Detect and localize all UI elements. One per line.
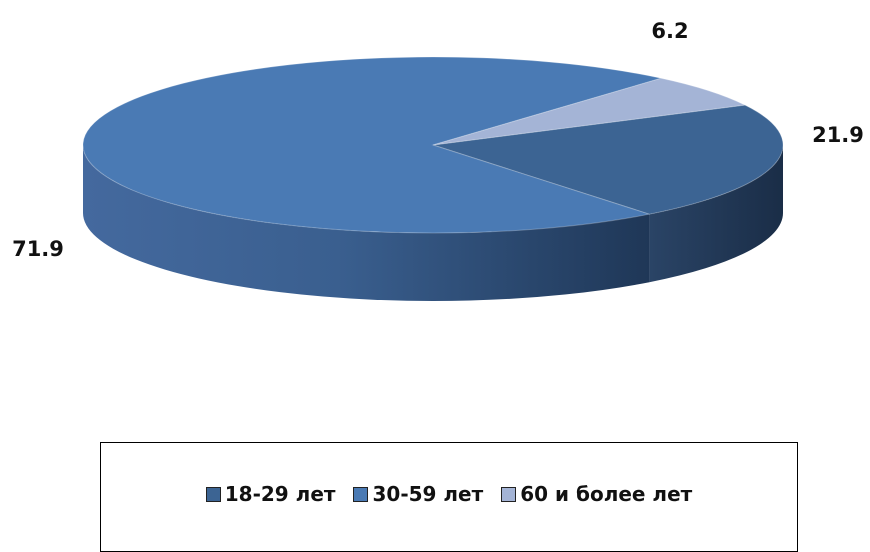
pie-side-30-59 [82,145,650,302]
legend-swatch-60-plus [501,486,517,502]
pie-slice-30-59 [82,56,662,234]
legend-item-18-29: 18-29 лет [205,482,336,506]
legend: 18-29 лет 30-59 лет 60 и более лет [100,442,798,552]
legend-label-30-59: 30-59 лет [372,482,484,506]
data-label-60-plus: 6.2 [651,19,688,43]
legend-label-18-29: 18-29 лет [224,482,336,506]
legend-swatch-30-59 [353,486,369,502]
legend-swatch-18-29 [205,486,221,502]
legend-label-60-plus: 60 и более лет [520,482,693,506]
pie-slice-18-29 [432,104,784,215]
legend-item-60-plus: 60 и более лет [501,482,692,506]
data-label-30-59: 71.9 [12,237,64,261]
data-labels: 6.2 21.9 71.9 [12,19,864,261]
pie-slices [82,56,784,234]
pie-side-18-29 [649,145,783,283]
pie-slice-60-plus [432,77,747,146]
legend-item-30-59: 30-59 лет [353,482,483,506]
data-label-18-29: 21.9 [812,123,864,147]
pie-chart: 6.2 21.9 71.9 [12,19,864,302]
